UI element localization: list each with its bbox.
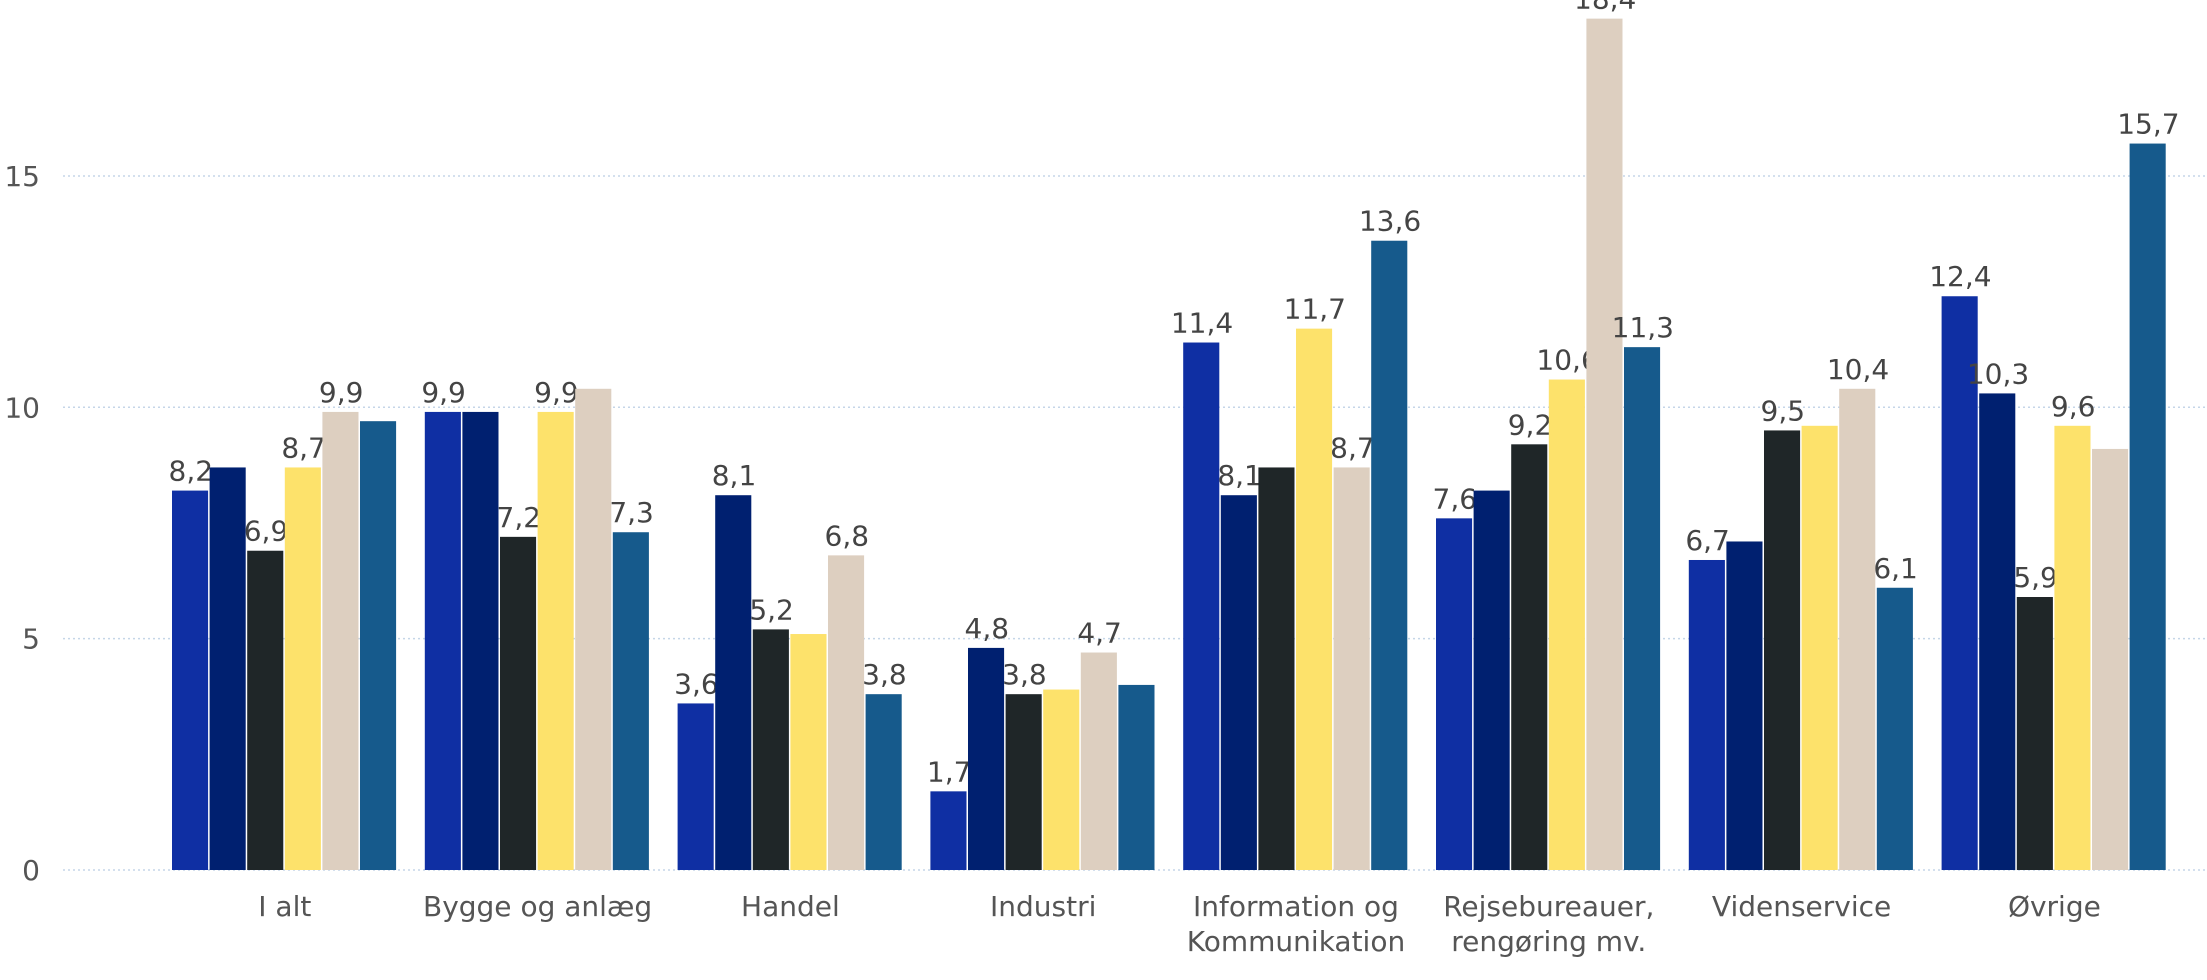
- bar: [1118, 684, 1155, 870]
- bar: [1511, 444, 1548, 870]
- bar: [424, 411, 461, 870]
- bar: [537, 411, 574, 870]
- x-tick-label: Industri: [990, 890, 1096, 923]
- bar: [612, 532, 649, 870]
- bar: [575, 388, 612, 870]
- x-tick-label: Videnservice: [1712, 890, 1891, 923]
- bar: [1043, 689, 1080, 870]
- data-label: 1,7: [927, 755, 972, 788]
- bar: [322, 411, 359, 870]
- data-label: 5,9: [2013, 561, 2058, 594]
- data-label: 8,7: [281, 431, 326, 464]
- bar: [1688, 559, 1725, 870]
- bar: [865, 694, 902, 870]
- data-label: 3,6: [674, 667, 719, 700]
- data-label: 9,9: [421, 376, 466, 409]
- bar: [828, 555, 865, 870]
- bar: [790, 634, 827, 870]
- data-label: 10,3: [1967, 357, 2029, 390]
- data-label: 11,4: [1171, 307, 1233, 340]
- bar: [2016, 597, 2053, 870]
- bar: [1941, 296, 1978, 870]
- bar: [247, 550, 284, 870]
- data-label: 9,6: [2051, 390, 2096, 423]
- bar: [1220, 495, 1257, 870]
- data-label: 5,2: [749, 593, 794, 626]
- data-label: 8,7: [1330, 431, 1375, 464]
- bar: [284, 467, 321, 870]
- x-tick-label: Information og Kommunikation: [1187, 890, 1405, 958]
- data-label: 3,8: [862, 658, 907, 691]
- bar: [360, 421, 397, 870]
- bar: [1801, 425, 1838, 870]
- bar: [752, 629, 789, 870]
- data-label: 10,4: [1827, 353, 1889, 386]
- bar: [1296, 328, 1333, 871]
- bar: [715, 495, 752, 870]
- bar: [1876, 587, 1913, 870]
- data-label: 8,1: [1217, 459, 1262, 492]
- data-label: 11,7: [1284, 293, 1346, 326]
- x-tick-label: Øvrige: [2008, 890, 2101, 923]
- x-tick-label: Rejsebureauer, rengøring mv.: [1443, 890, 1654, 958]
- data-label: 13,6: [1359, 205, 1421, 238]
- bar: [2054, 425, 2091, 870]
- y-tick-label: 5: [22, 623, 40, 656]
- data-label: 8,1: [712, 459, 757, 492]
- bar: [1548, 379, 1585, 870]
- bar: [1726, 541, 1763, 870]
- bar: [1586, 18, 1623, 871]
- data-label: 9,2: [1508, 408, 1553, 441]
- bar: [1764, 430, 1801, 870]
- data-label: 7,6: [1433, 482, 1478, 515]
- data-label: 7,2: [497, 501, 542, 534]
- data-label: 15,7: [2117, 108, 2179, 141]
- bar: [1624, 347, 1661, 870]
- data-label: 6,7: [1685, 524, 1730, 557]
- y-tick-label: 0: [22, 854, 40, 887]
- data-label: 6,9: [244, 515, 289, 548]
- data-label: 6,8: [825, 519, 870, 552]
- bar: [1333, 467, 1370, 870]
- data-label: 7,3: [609, 496, 654, 529]
- data-label: 12,4: [1929, 260, 1991, 293]
- bar: [462, 411, 499, 870]
- x-tick-label: I alt: [258, 890, 311, 923]
- bar: [1005, 694, 1042, 870]
- x-tick-label: Bygge og anlæg: [423, 890, 652, 923]
- bar: [930, 791, 967, 870]
- data-label: 8,2: [169, 455, 214, 488]
- bar: [1183, 342, 1220, 870]
- bar: [1371, 240, 1408, 871]
- bar: [2092, 448, 2129, 870]
- data-label: 9,9: [319, 376, 364, 409]
- bar: [1473, 490, 1510, 870]
- bar: [2129, 143, 2166, 870]
- data-label: 3,8: [1002, 658, 1047, 691]
- data-label: 9,9: [534, 376, 579, 409]
- bar: [500, 536, 537, 870]
- bar: [677, 703, 714, 870]
- bar: [1258, 467, 1295, 870]
- data-label: 18,4: [1574, 0, 1636, 16]
- data-label: 4,8: [965, 612, 1010, 645]
- data-label: 4,7: [1077, 617, 1122, 650]
- bar: [1080, 652, 1117, 870]
- y-tick-label: 15: [4, 160, 40, 193]
- x-tick-label: Handel: [741, 890, 840, 923]
- bar: [172, 490, 209, 870]
- data-label: 6,1: [1873, 552, 1918, 585]
- bar: [1839, 388, 1876, 870]
- bar: [1979, 393, 2016, 870]
- bar: [968, 647, 1005, 870]
- data-label: 9,5: [1761, 394, 1806, 427]
- bar: [209, 467, 246, 870]
- data-label: 11,3: [1612, 311, 1674, 344]
- bar: [1436, 518, 1473, 870]
- y-tick-label: 10: [4, 391, 40, 424]
